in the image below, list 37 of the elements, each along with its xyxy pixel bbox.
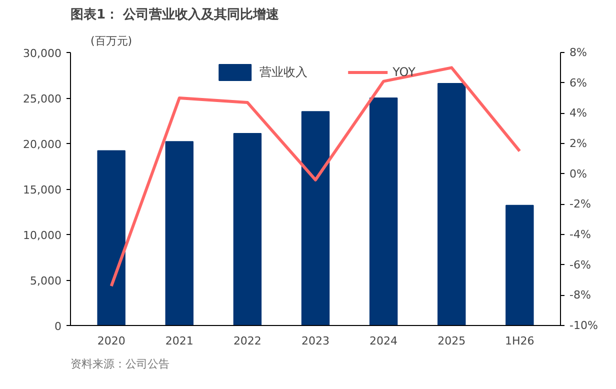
- x-tick-label: 2025: [438, 334, 466, 348]
- bar: [233, 132, 262, 326]
- x-tick-label: 1H26: [505, 334, 534, 348]
- x-tick-label: 2021: [165, 334, 194, 348]
- y-tick-label: 10,000: [23, 229, 62, 242]
- x-tick-label: 2023: [302, 334, 330, 348]
- line-series: [110, 66, 522, 288]
- y2-tick-label: 0%: [570, 167, 587, 180]
- bar: [369, 98, 398, 326]
- y2-tick-label: 2%: [570, 137, 587, 150]
- y-axis-title: (百万元): [90, 34, 132, 48]
- bar: [438, 82, 466, 326]
- y2-tick-label: -4%: [570, 228, 591, 241]
- legend-label: YOY: [392, 65, 416, 79]
- y-tick-label: 0: [54, 320, 62, 333]
- x-tick-label: 2020: [97, 334, 126, 348]
- y2-tick-label: -8%: [570, 288, 591, 302]
- y-tick-label: 20,000: [23, 138, 62, 151]
- y2-tick-label: 4%: [570, 106, 587, 120]
- y-tick-label: 30,000: [23, 47, 62, 60]
- y2-tick-label: -6%: [570, 258, 591, 272]
- legend-label: 营业收入: [260, 64, 308, 80]
- y2-tick-label: -10%: [570, 319, 598, 332]
- bar: [506, 204, 534, 326]
- y-tick-label: 5,000: [30, 274, 62, 288]
- y2-tick-label: -2%: [570, 198, 591, 211]
- bar: [301, 111, 330, 326]
- y-tick-label: 25,000: [23, 92, 62, 106]
- chart-title: 图表1： 公司营业收入及其同比增速: [70, 6, 280, 22]
- y-tick-label: 15,000: [23, 184, 62, 196]
- x-tick-label: 2024: [370, 334, 398, 348]
- bar: [97, 150, 126, 326]
- y2-tick-label: 8%: [570, 46, 587, 59]
- text: 资料来源：公司公告: [70, 358, 170, 370]
- y2-tick-label: 6%: [570, 76, 587, 90]
- x-tick-label: 2022: [233, 334, 262, 348]
- bar: [165, 141, 194, 326]
